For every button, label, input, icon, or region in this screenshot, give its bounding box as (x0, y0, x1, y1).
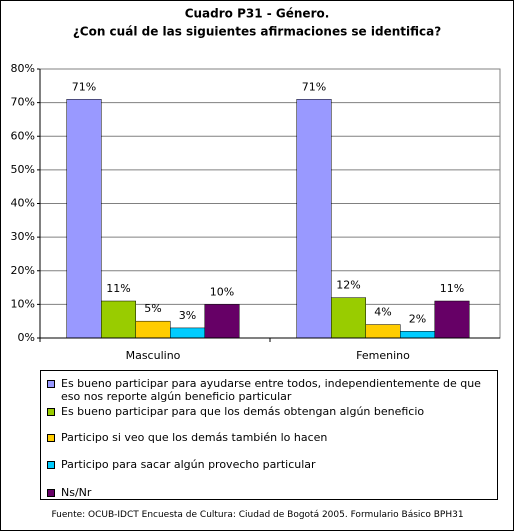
data-label: 4% (374, 306, 391, 319)
y-tick-label: 50% (11, 163, 35, 176)
bar (135, 320, 171, 339)
legend-swatch (47, 408, 55, 416)
legend-swatch (47, 461, 55, 469)
data-label: 5% (144, 302, 161, 315)
data-label: 2% (409, 312, 426, 325)
legend-label: Ns/Nr (61, 486, 92, 499)
legend-entry: Es bueno participar para ayudarse entre … (47, 377, 491, 403)
y-tick-label: 40% (11, 197, 35, 210)
data-label: 12% (336, 279, 360, 292)
legend-swatch (47, 380, 55, 388)
legend-entry: Participo si veo que los demás también l… (47, 431, 491, 444)
data-label: 10% (210, 285, 234, 298)
bar (170, 327, 205, 339)
legend-label: Es bueno participar para que los demás o… (61, 405, 425, 418)
data-label: 71% (72, 80, 96, 93)
legend: Es bueno participar para ayudarse entre … (40, 370, 498, 500)
legend-entry: Participo para sacar algún provecho part… (47, 458, 491, 471)
source-note: Fuente: OCUB-IDCT Encuesta de Cultura: C… (51, 510, 464, 520)
bar (101, 300, 136, 339)
bar (296, 99, 332, 339)
y-tick-label: 60% (11, 129, 35, 142)
data-label: 71% (302, 80, 326, 93)
y-tick-label: 70% (11, 96, 35, 109)
data-label: 3% (179, 309, 196, 322)
chart-subtitle: ¿Con cuál de las siguientes afirmaciones… (73, 25, 441, 39)
bar (365, 324, 401, 339)
legend-label: Es bueno participar para ayudarse entre … (61, 377, 481, 403)
bar (434, 300, 470, 339)
y-tick-label: 10% (11, 297, 35, 310)
data-label: 11% (440, 282, 464, 295)
x-tick-label: Femenino (356, 349, 410, 362)
legend-swatch (47, 489, 55, 497)
bar (400, 331, 435, 339)
legend-swatch (47, 434, 55, 442)
y-tick-label: 0% (18, 331, 35, 344)
legend-entry: Ns/Nr (47, 486, 491, 499)
bar (331, 297, 366, 339)
y-tick-label: 30% (11, 230, 35, 243)
bar (204, 304, 240, 339)
x-tick-label: Masculino (126, 349, 181, 362)
data-label: 11% (106, 282, 130, 295)
y-tick-label: 20% (11, 264, 35, 277)
bar (66, 99, 102, 339)
legend-label: Participo para sacar algún provecho part… (61, 458, 316, 471)
chart-title: Cuadro P31 - Género. (185, 7, 330, 21)
legend-entry: Es bueno participar para que los demás o… (47, 405, 491, 418)
legend-label: Participo si veo que los demás también l… (61, 431, 328, 444)
y-tick-label: 80% (11, 62, 35, 75)
